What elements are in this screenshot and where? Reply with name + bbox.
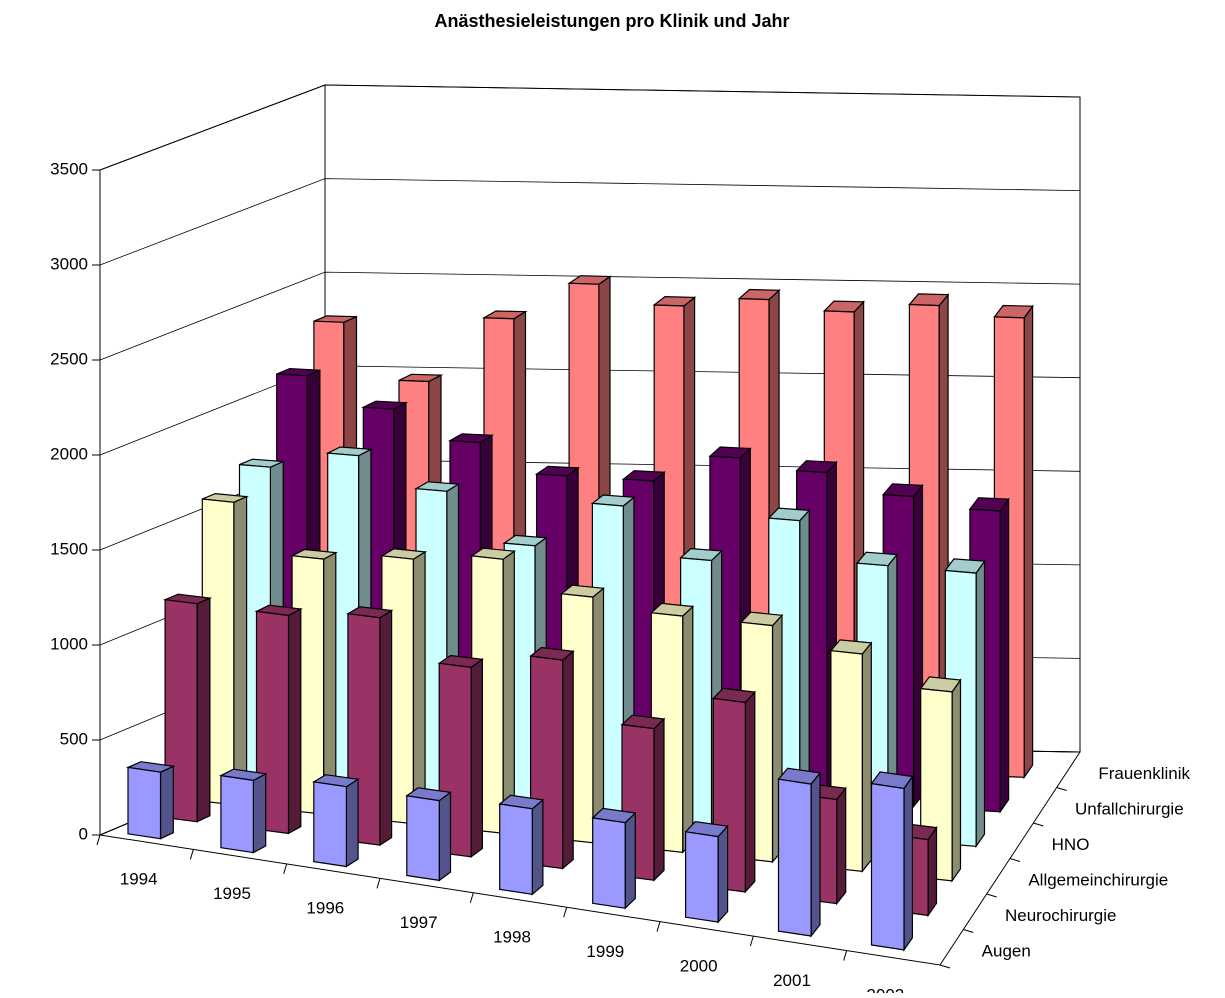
z-tick-label: Augen <box>982 942 1031 961</box>
grid-line <box>99 84 1081 171</box>
bar-front <box>127 766 162 840</box>
x-tick-label: 1997 <box>400 913 438 932</box>
x-tick-label: 1996 <box>306 899 344 918</box>
x-tick <box>469 892 474 903</box>
z-tick-label: Unfallchirurgie <box>1075 800 1184 819</box>
bar <box>498 794 545 896</box>
bar-side <box>861 641 872 874</box>
x-tick-label: 1994 <box>120 870 158 889</box>
bar-side <box>592 587 605 844</box>
bar-side <box>287 608 302 835</box>
bar <box>218 768 268 854</box>
z-tick <box>963 929 974 933</box>
bar-side <box>951 678 962 883</box>
bar-side <box>717 824 729 924</box>
x-tick <box>96 834 101 846</box>
x-tick <box>749 935 754 947</box>
x-tick <box>283 863 288 875</box>
chart-title: Anästhesieleistungen pro Klinik und Jahr <box>434 11 789 31</box>
bar-front <box>592 817 626 909</box>
bar-side <box>233 495 248 806</box>
bar-side <box>624 811 636 910</box>
bar <box>312 774 360 868</box>
bar-front <box>499 803 533 895</box>
bar-front <box>220 774 254 854</box>
x-tick-label: 1998 <box>493 927 531 946</box>
bar-front <box>777 778 812 937</box>
z-tick <box>939 964 951 969</box>
bar-side <box>682 605 694 854</box>
y-tick-label: 2000 <box>50 444 88 463</box>
bar-side <box>470 658 483 858</box>
x-tick-label: 2000 <box>680 956 718 975</box>
x-tick-label: 1999 <box>586 942 624 961</box>
y-tick-label: 500 <box>60 729 88 748</box>
bar <box>684 820 729 924</box>
bar-side <box>653 717 665 882</box>
x-tick <box>843 950 848 961</box>
bar-side <box>744 690 756 894</box>
z-tick-label: HNO <box>1052 835 1090 854</box>
y-tick-label: 3000 <box>50 254 88 273</box>
z-tick-label: Frauenklinik <box>1098 764 1190 783</box>
bar-side <box>531 798 544 896</box>
z-tick <box>986 893 997 898</box>
bar-side <box>252 772 267 854</box>
bar-front <box>684 831 719 923</box>
bar-side <box>810 771 821 938</box>
x-tick-label: 1995 <box>213 884 251 903</box>
z-tick <box>1009 858 1021 862</box>
bar-side <box>903 774 914 952</box>
bar <box>405 787 453 882</box>
grid-line <box>99 178 1081 266</box>
grid-line <box>99 271 1081 361</box>
x-tick <box>656 921 661 932</box>
z-tick-label: Neurochirurgie <box>1005 906 1117 925</box>
bar <box>777 767 822 938</box>
y-tick-label: 0 <box>79 824 88 843</box>
y-tick-label: 3500 <box>50 159 88 178</box>
bar-side <box>502 550 515 835</box>
bar-side <box>412 550 426 825</box>
bar-side <box>196 597 211 823</box>
x-tick-label: 2001 <box>773 971 811 990</box>
bar <box>870 771 914 952</box>
y-tick-label: 2500 <box>50 349 88 368</box>
bar-side <box>927 825 938 918</box>
bar-side <box>975 559 986 849</box>
bar-front <box>870 782 905 951</box>
z-tick <box>1033 822 1044 827</box>
bar-side <box>345 778 359 868</box>
bar-side <box>561 650 574 870</box>
y-tick-label: 1000 <box>50 634 88 653</box>
x-tick <box>189 849 194 860</box>
x-tick <box>376 878 381 889</box>
z-tick <box>1056 787 1067 791</box>
z-tick-label: Allgemeinchirurgie <box>1028 871 1168 890</box>
bar-front <box>313 781 347 868</box>
bar-side <box>159 765 174 840</box>
bar-side <box>438 791 452 882</box>
bar-side <box>379 609 393 847</box>
bar-side <box>1023 304 1034 780</box>
y-tick-label: 1500 <box>50 539 88 558</box>
x-tick <box>563 907 568 918</box>
bar <box>591 807 637 910</box>
bar-side <box>999 497 1010 814</box>
bar <box>125 761 176 840</box>
bar-side <box>836 786 847 906</box>
x-tick-label: 2002 <box>866 985 904 993</box>
bar-front <box>406 795 440 882</box>
